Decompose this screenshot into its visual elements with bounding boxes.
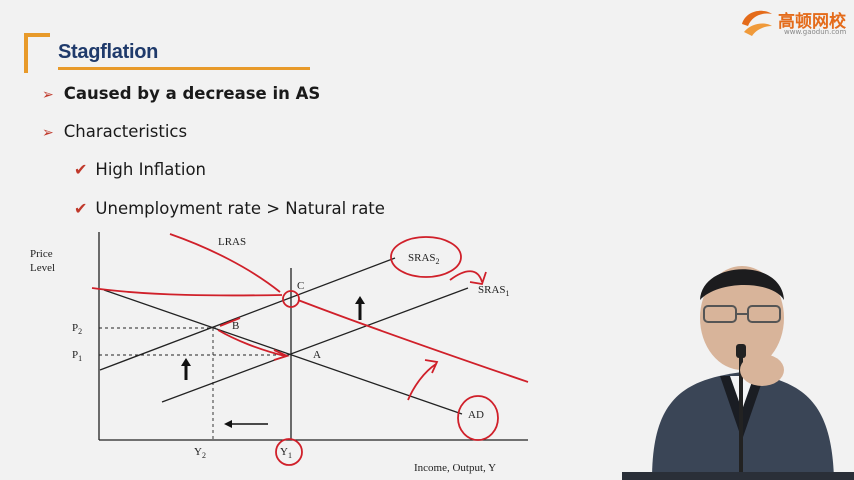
y1-label: Y1 [280, 446, 292, 460]
bullet-characteristics: ➢ Characteristics [42, 122, 187, 141]
red-lras-stroke [169, 233, 281, 293]
red-circle-sras2 [390, 236, 462, 278]
presenter-video [622, 266, 854, 480]
point-b-label: B [232, 320, 239, 332]
point-a-label: A [313, 349, 321, 361]
sras1-label: SRAS1 [478, 284, 510, 298]
lras-label: LRAS [218, 236, 246, 248]
slide-title: Stagflation [58, 41, 159, 63]
gaodun-logo: 高顿网校 www.gaodun.com [738, 4, 850, 40]
check-text: Unemployment rate > Natural rate [95, 199, 385, 218]
red-arrowhead-icon [469, 271, 487, 286]
checkmark-icon: ✔ [74, 160, 88, 179]
x-axis-label: Income, Output, Y [414, 462, 496, 474]
point-c-label: C [297, 280, 304, 292]
title-underline [58, 67, 310, 70]
y-axis-label-price: Price [30, 248, 53, 260]
red-b-to-a-stroke [217, 329, 286, 357]
p2-label: P2 [72, 322, 82, 336]
logo-url: www.gaodun.com [784, 28, 847, 36]
red-b-tick [219, 317, 241, 327]
ad-label: AD [468, 409, 484, 421]
checkmark-icon: ✔ [74, 199, 88, 218]
red-hook-sras1 [449, 270, 483, 283]
red-circle-c [282, 290, 300, 308]
red-circle-y1 [275, 438, 303, 466]
arrow-bullet-icon: ➢ [42, 87, 54, 103]
bullet-text: Caused by a decrease in AS [63, 84, 321, 103]
bullet-caused: ➢ Caused by a decrease in AS [42, 84, 320, 103]
title-bracket [24, 33, 50, 73]
sras2-label: SRAS2 [408, 252, 440, 266]
up-arrow-icon [355, 296, 365, 320]
left-arrow-icon [224, 420, 268, 428]
red-arrowhead-icon [424, 359, 439, 374]
red-hook-arrow [407, 363, 437, 401]
check-unemployment: ✔ Unemployment rate > Natural rate [74, 199, 385, 218]
red-arrowhead-icon [273, 349, 290, 361]
logo-name: 高顿网校 [778, 12, 846, 32]
title-block: Stagflation [24, 33, 310, 75]
logo-swirl-icon [742, 10, 772, 36]
y2-label: Y2 [194, 446, 206, 460]
y-axis-label-level: Level [30, 262, 55, 274]
up-arrow-icon [181, 358, 191, 380]
sras2-line [99, 257, 396, 371]
p1-label: P1 [72, 349, 82, 363]
check-text: High Inflation [95, 160, 207, 179]
red-shift-stroke [297, 299, 529, 383]
check-high-inflation: ✔ High Inflation [74, 160, 206, 179]
red-price-line [91, 287, 283, 297]
arrow-bullet-icon: ➢ [42, 125, 54, 141]
red-circle-ad [457, 395, 499, 441]
red-annotations [91, 233, 529, 466]
bullet-text: Characteristics [63, 122, 188, 141]
ad-line [103, 289, 463, 415]
